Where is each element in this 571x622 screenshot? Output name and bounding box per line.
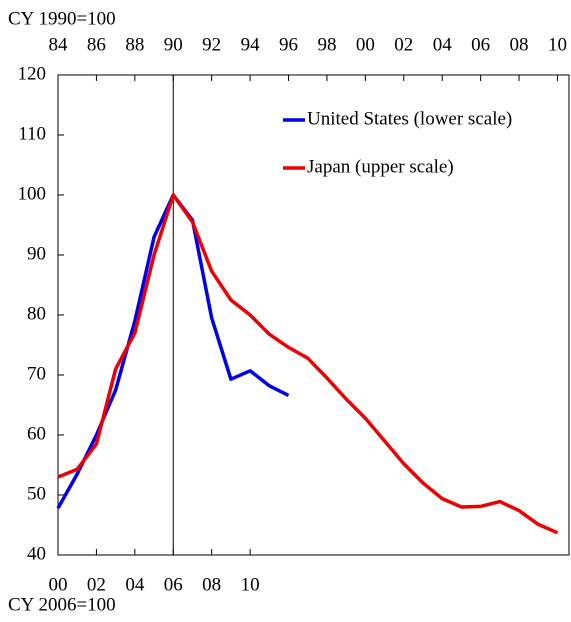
legend-label: Japan (upper scale) xyxy=(307,156,454,177)
top-tick-label: 94 xyxy=(241,34,261,55)
top-tick-label: 08 xyxy=(510,34,529,55)
top-tick-label: 02 xyxy=(394,34,413,55)
y-tick-label: 50 xyxy=(27,483,46,504)
y-tick-label: 110 xyxy=(18,123,46,144)
top-tick-label: 00 xyxy=(356,34,375,55)
y-tick-label: 100 xyxy=(18,183,47,204)
top-tick-label: 04 xyxy=(433,34,453,55)
y-tick-label: 120 xyxy=(18,63,47,84)
y-tick-label: 40 xyxy=(27,543,46,564)
top-tick-label: 98 xyxy=(317,34,336,55)
bottom-tick-label: 00 xyxy=(49,574,68,595)
top-tick-label: 10 xyxy=(548,34,567,55)
y-tick-label: 70 xyxy=(27,363,46,384)
top-axis-label: CY 1990=100 xyxy=(8,8,116,29)
top-tick-label: 90 xyxy=(164,34,183,55)
y-tick-label: 90 xyxy=(27,243,46,264)
bottom-axis-label: CY 2006=100 xyxy=(8,594,116,615)
bottom-tick-label: 08 xyxy=(202,574,221,595)
bottom-tick-label: 10 xyxy=(241,574,260,595)
bottom-tick-label: 06 xyxy=(164,574,183,595)
top-tick-label: 84 xyxy=(49,34,69,55)
top-tick-label: 88 xyxy=(125,34,144,55)
y-tick-label: 80 xyxy=(27,303,46,324)
bottom-tick-label: 04 xyxy=(125,574,145,595)
y-tick-label: 60 xyxy=(27,423,46,444)
bottom-tick-label: 02 xyxy=(87,574,106,595)
top-tick-label: 92 xyxy=(202,34,221,55)
series-line xyxy=(57,193,559,535)
top-tick-label: 96 xyxy=(279,34,298,55)
top-tick-label: 06 xyxy=(471,34,490,55)
top-tick-label: 86 xyxy=(87,34,106,55)
legend-label: United States (lower scale) xyxy=(307,108,512,129)
